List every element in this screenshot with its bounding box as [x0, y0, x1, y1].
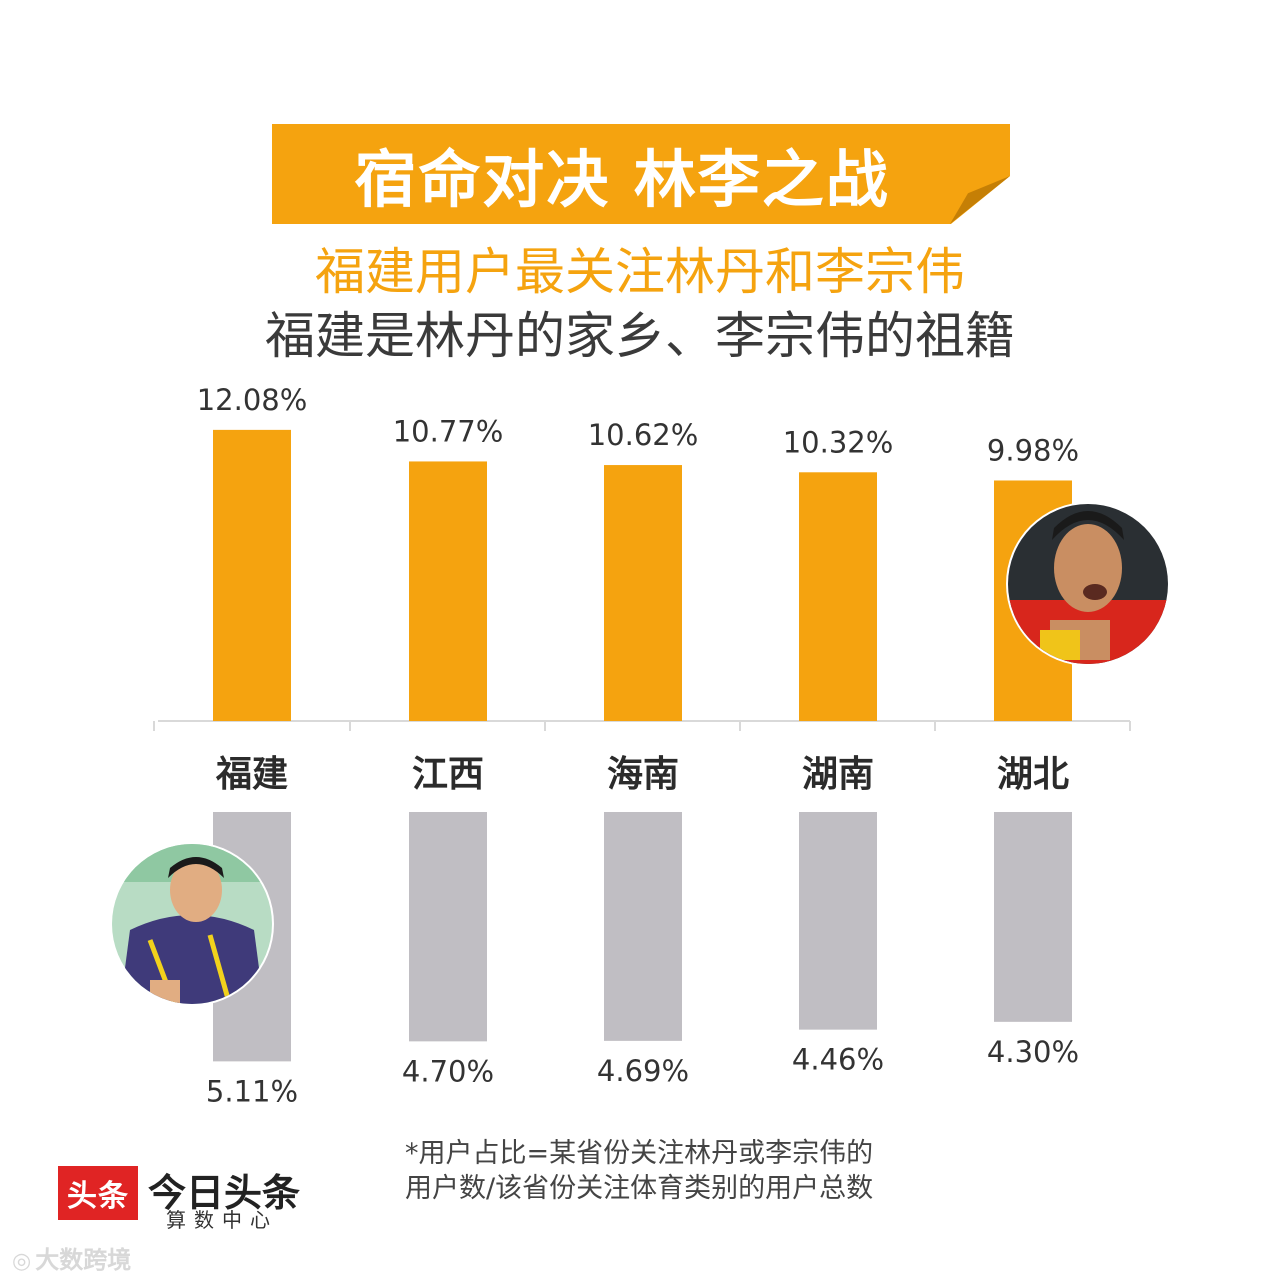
watermark-text: 大数跨境 [35, 1246, 132, 1274]
title-banner [272, 124, 1010, 224]
bar-top-label-3: 10.32% [783, 425, 894, 459]
banner-title: 宿命对决 林李之战 [354, 143, 890, 216]
bar-top-label-4: 9.98% [987, 433, 1079, 467]
bar-top-label-0: 12.08% [197, 383, 308, 417]
footnote-line-1: *用户占比=某省份关注林丹或李宗伟的 [405, 1138, 874, 1169]
bar-bottom-1 [409, 812, 487, 1042]
toutiao-logo-box: 头条 [58, 1166, 138, 1220]
subtitle: 福建是林丹的家乡、李宗伟的祖籍 [265, 307, 1015, 365]
bar-bottom-4 [994, 812, 1072, 1022]
bar-bottom-2 [604, 812, 682, 1041]
category-label-2: 海南 [607, 754, 679, 795]
bar-bottom-label-2: 4.69% [597, 1054, 689, 1088]
bar-bottom-3 [799, 812, 877, 1030]
category-label-0: 福建 [215, 754, 288, 795]
player-avatar-bottom [110, 842, 274, 1006]
bar-top-label-1: 10.77% [393, 414, 504, 448]
category-label-4: 湖北 [997, 754, 1069, 795]
bar-top-1 [409, 461, 487, 721]
bar-top-3 [799, 472, 877, 721]
bar-top-0 [213, 429, 291, 721]
bar-bottom-label-1: 4.70% [402, 1054, 494, 1088]
watermark: ◎ 大数跨境 [12, 1240, 131, 1275]
logo-name: 今日头条 [148, 1171, 301, 1215]
logo-subtitle: 算数中心 [166, 1208, 278, 1232]
bar-top-2 [604, 465, 682, 721]
watermark-icon: ◎ [12, 1249, 32, 1274]
bar-bottom-label-3: 4.46% [792, 1043, 884, 1077]
footnote: *用户占比=某省份关注林丹或李宗伟的 用户数/该省份关注体育类别的用户总数 [405, 1136, 873, 1206]
footnote-line-2: 用户数/该省份关注体育类别的用户总数 [405, 1173, 874, 1204]
bar-top-label-2: 10.62% [588, 418, 699, 452]
bar-bottom-label-4: 4.30% [987, 1035, 1079, 1069]
category-label-3: 湖南 [802, 754, 874, 795]
bar-bottom-label-0: 5.11% [206, 1074, 298, 1108]
category-label-1: 江西 [412, 754, 484, 795]
subtitle-highlight: 福建用户最关注林丹和李宗伟 [315, 243, 965, 301]
